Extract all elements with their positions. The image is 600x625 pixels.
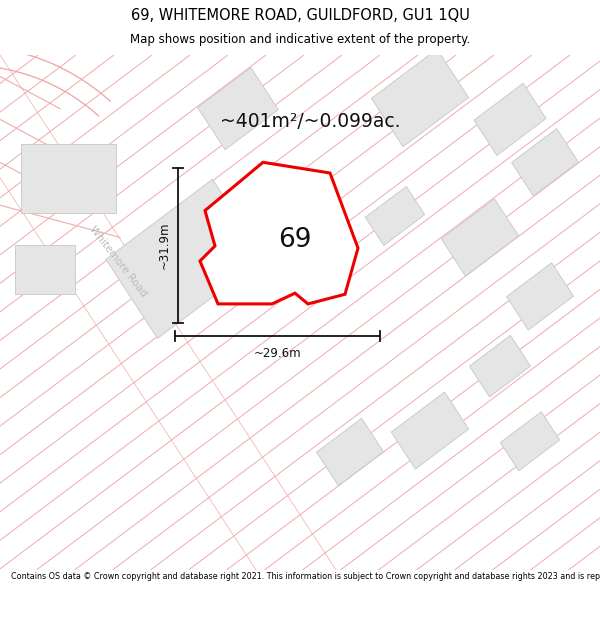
Polygon shape (506, 262, 574, 330)
Text: ~401m²/~0.099ac.: ~401m²/~0.099ac. (220, 112, 400, 131)
Polygon shape (469, 336, 530, 397)
Polygon shape (500, 412, 560, 471)
Polygon shape (442, 199, 518, 276)
Text: Map shows position and indicative extent of the property.: Map shows position and indicative extent… (130, 33, 470, 46)
Polygon shape (200, 162, 358, 304)
Polygon shape (106, 179, 264, 338)
Text: ~29.6m: ~29.6m (254, 347, 301, 360)
Text: ~31.9m: ~31.9m (157, 222, 170, 269)
Polygon shape (512, 129, 578, 196)
Text: Whitemore Road: Whitemore Road (88, 224, 149, 298)
Polygon shape (371, 49, 469, 147)
Polygon shape (15, 246, 75, 294)
Polygon shape (317, 418, 383, 486)
Polygon shape (20, 144, 115, 213)
Polygon shape (391, 392, 469, 469)
Text: Contains OS data © Crown copyright and database right 2021. This information is : Contains OS data © Crown copyright and d… (11, 572, 600, 581)
Text: 69, WHITEMORE ROAD, GUILDFORD, GU1 1QU: 69, WHITEMORE ROAD, GUILDFORD, GU1 1QU (131, 8, 469, 23)
Text: 69: 69 (278, 226, 312, 253)
Polygon shape (365, 186, 425, 246)
Polygon shape (197, 68, 278, 150)
Polygon shape (474, 83, 546, 156)
